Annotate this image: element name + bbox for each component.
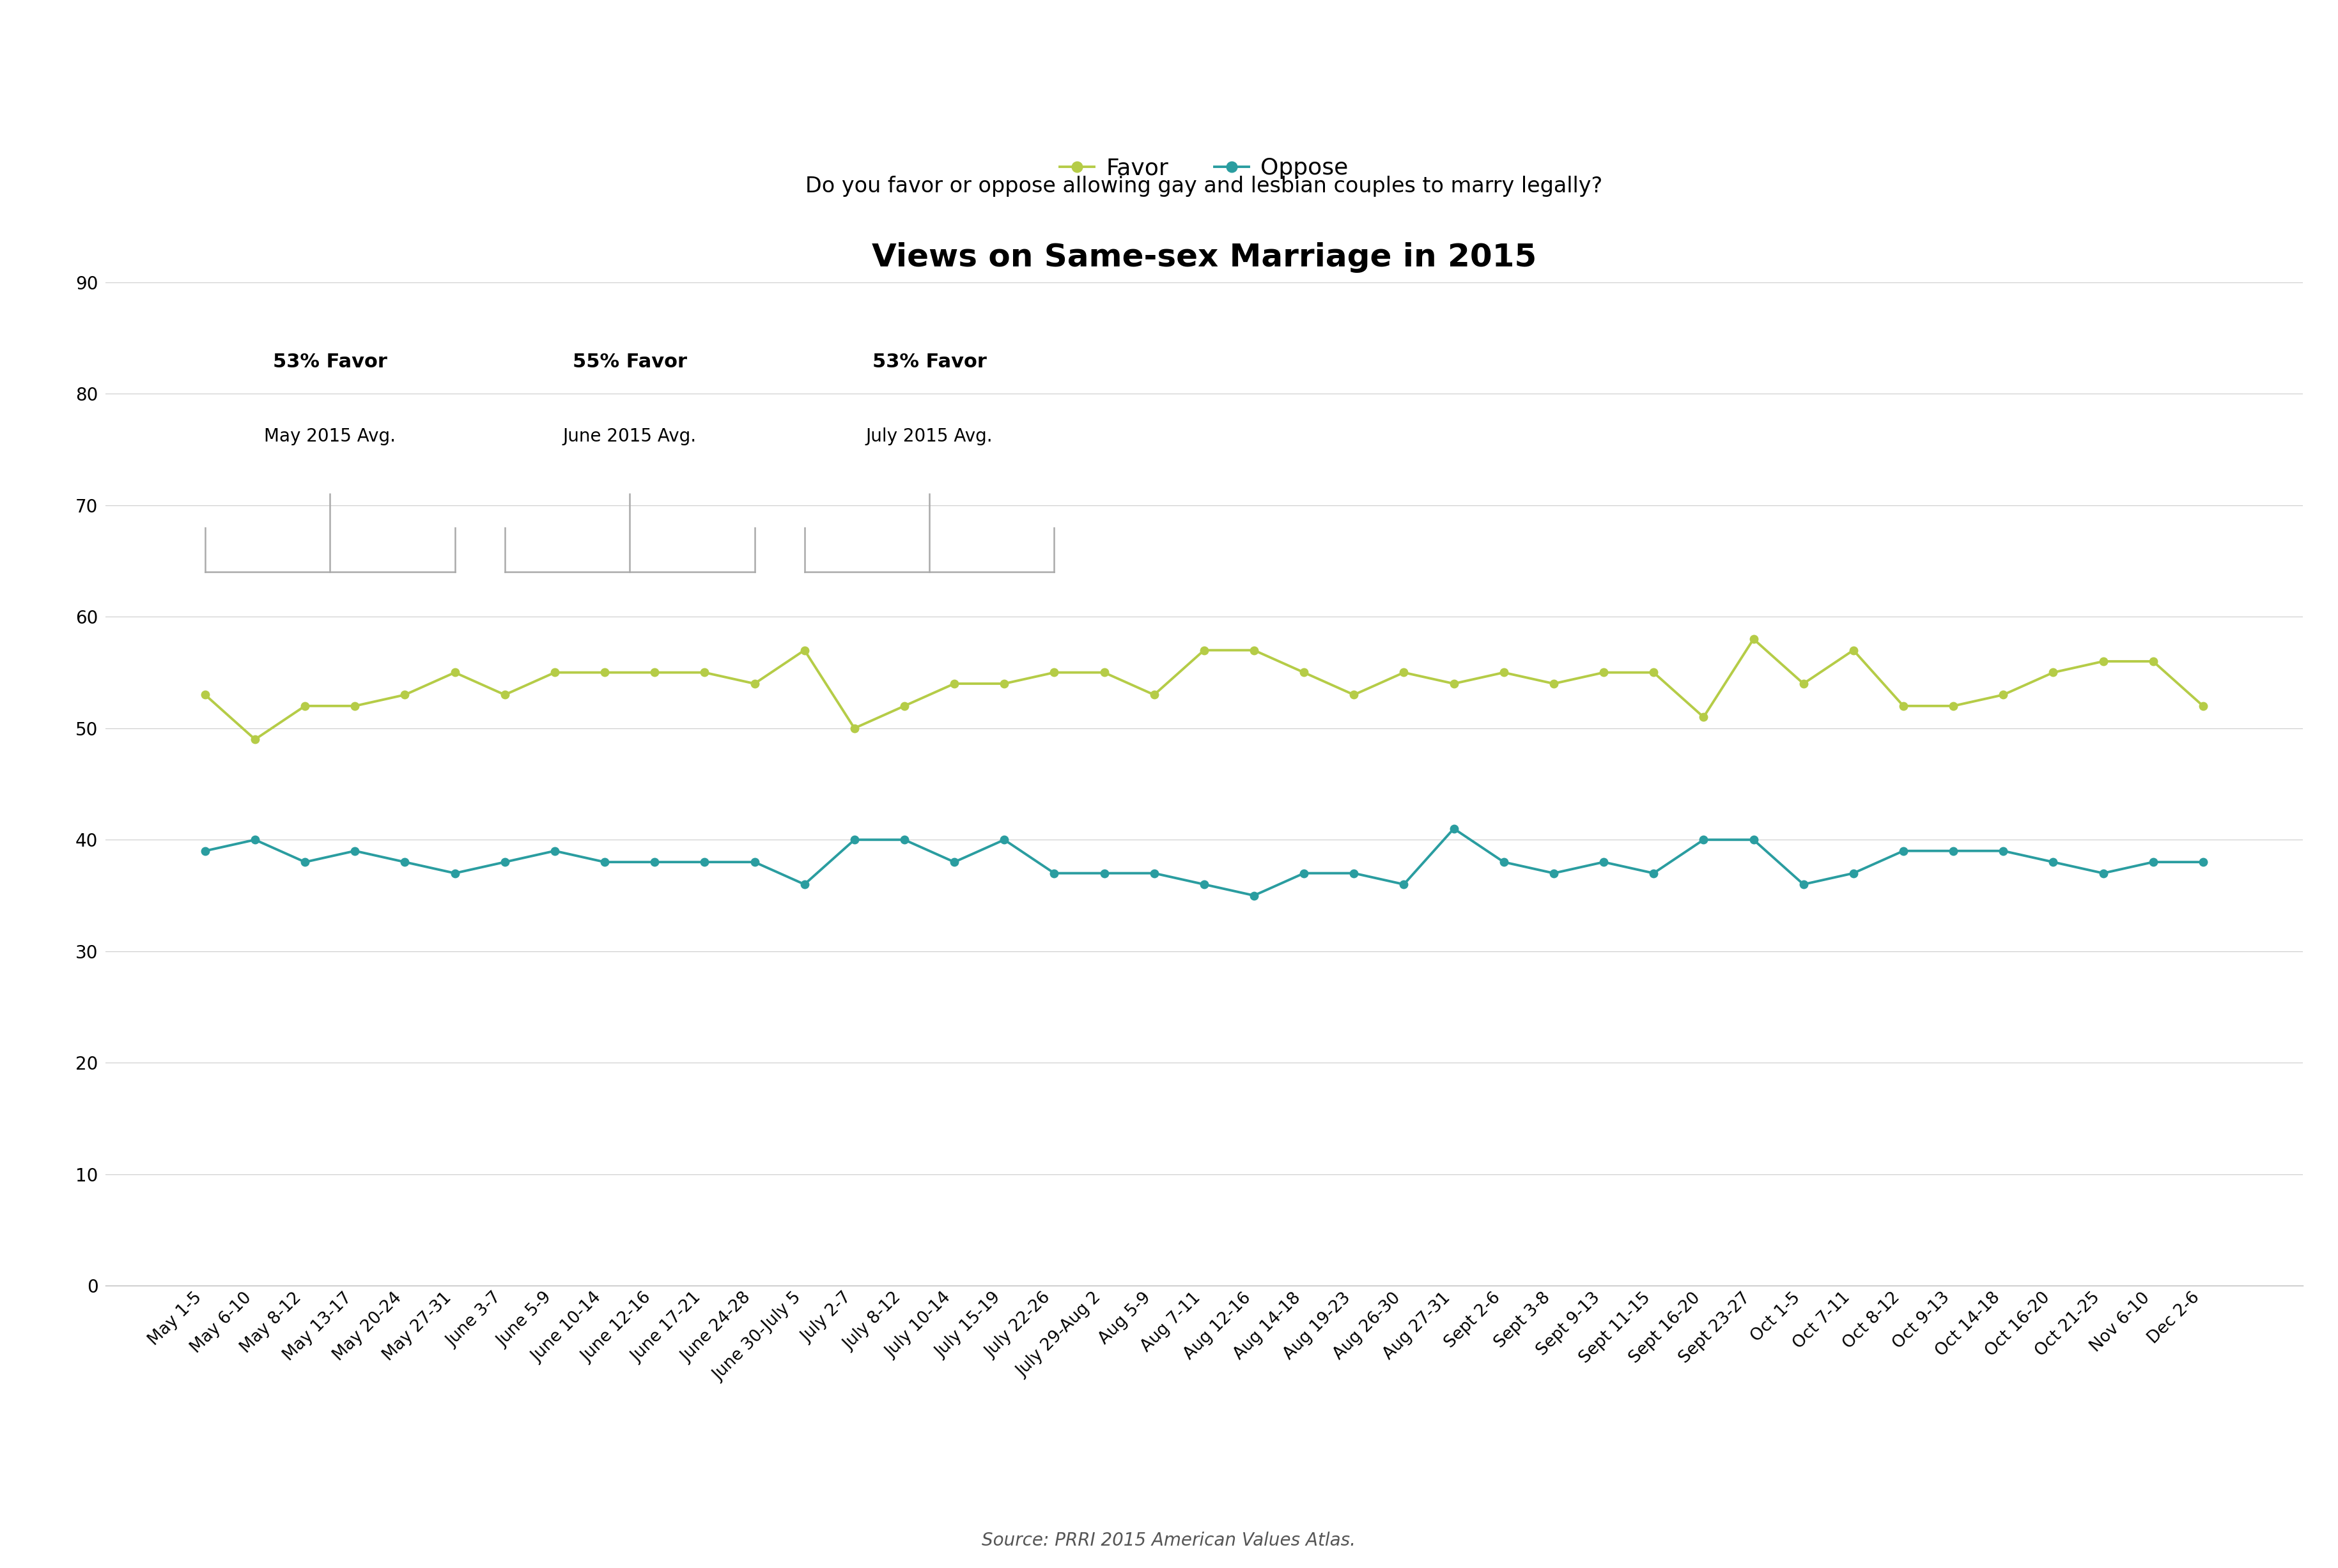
- Legend: Favor, Oppose: Favor, Oppose: [1050, 149, 1358, 188]
- Title: Views on Same-sex Marriage in 2015: Views on Same-sex Marriage in 2015: [872, 241, 1536, 273]
- Text: Source: PRRI 2015 American Values Atlas.: Source: PRRI 2015 American Values Atlas.: [982, 1532, 1356, 1549]
- Text: Do you favor or oppose allowing gay and lesbian couples to marry legally?: Do you favor or oppose allowing gay and …: [807, 176, 1602, 198]
- Text: 55% Favor: 55% Favor: [573, 353, 687, 372]
- Text: 53% Favor: 53% Favor: [872, 353, 987, 372]
- Text: 53% Favor: 53% Favor: [274, 353, 388, 372]
- Text: May 2015 Avg.: May 2015 Avg.: [264, 426, 395, 445]
- Text: July 2015 Avg.: July 2015 Avg.: [865, 426, 994, 445]
- Text: June 2015 Avg.: June 2015 Avg.: [563, 426, 697, 445]
